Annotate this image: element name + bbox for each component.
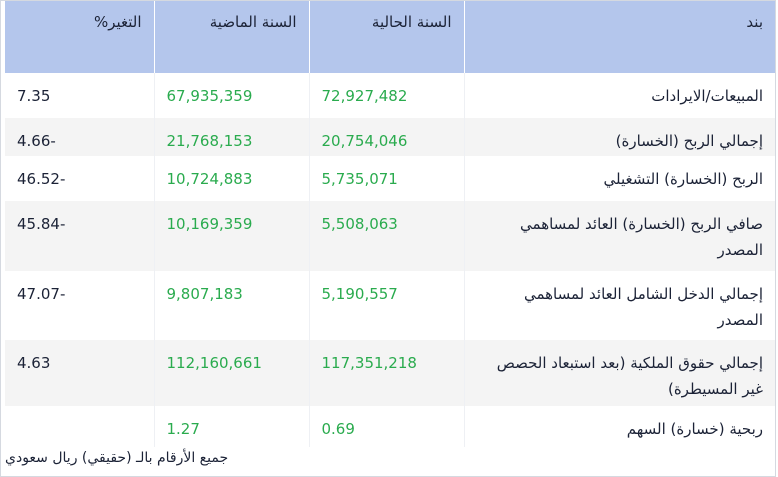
header-change: التغير% — [5, 1, 154, 73]
financial-table: بند السنة الحالية السنة الماضية التغير% … — [5, 1, 775, 447]
row-current-value: 72,927,482 — [308, 73, 464, 118]
table-row: إجمالي الربح (الخسارة) 20,754,046 21,768… — [5, 118, 775, 156]
row-previous-value: 10,169,359 — [153, 201, 309, 271]
row-change-value: 45.84- — [5, 201, 154, 271]
row-change-value: 46.52- — [17, 170, 66, 188]
currency-footnote: جميع الأرقام بالـ (حقيقي) ريال سعودي — [5, 450, 229, 466]
row-previous-value: 67,935,359 — [153, 73, 309, 118]
header-current-year: السنة الحالية — [308, 1, 464, 73]
row-previous-value: 9,807,183 — [153, 271, 309, 340]
row-previous-value: 10,724,883 — [153, 156, 309, 201]
row-item-label: المبيعات/الايرادات — [463, 73, 775, 118]
row-previous-value: 1.27 — [153, 406, 309, 447]
table-row: إجمالي حقوق الملكية (بعد استبعاد الحصص غ… — [5, 340, 775, 406]
table-row: إجمالي الدخل الشامل العائد لمساهمي المصد… — [5, 271, 775, 340]
row-previous-value: 21,768,153 — [153, 118, 309, 156]
table-row: المبيعات/الايرادات 72,927,482 67,935,359… — [5, 73, 775, 118]
row-current-value: 117,351,218 — [308, 340, 464, 406]
row-current-value: 0.69 — [308, 406, 464, 447]
row-previous-value: 112,160,661 — [153, 340, 309, 406]
row-change-value: 47.07- — [17, 285, 66, 303]
row-item-label: ربحية (خسارة) السهم — [463, 406, 775, 447]
row-current-value: 20,754,046 — [308, 118, 464, 156]
header-previous-year: السنة الماضية — [153, 1, 309, 73]
table-header-row: بند السنة الحالية السنة الماضية التغير% — [5, 1, 775, 73]
row-item-label: صافي الربح (الخسارة) العائد لمساهمي المص… — [463, 201, 775, 271]
row-item-label: إجمالي حقوق الملكية (بعد استبعاد الحصص غ… — [463, 340, 775, 406]
row-change-value: 4.66- — [5, 118, 154, 156]
row-current-value: 5,735,071 — [308, 156, 464, 201]
row-change-value: 7.35 — [17, 87, 51, 105]
row-current-value: 5,508,063 — [308, 201, 464, 271]
row-item-label: إجمالي الدخل الشامل العائد لمساهمي المصد… — [463, 271, 775, 340]
table-row: صافي الربح (الخسارة) العائد لمساهمي المص… — [5, 201, 775, 271]
row-item-label: إجمالي الربح (الخسارة) — [463, 118, 775, 156]
row-change-value — [5, 406, 154, 447]
table-row: الربح (الخسارة) التشغيلي 5,735,071 10,72… — [5, 156, 775, 201]
row-current-value: 5,190,557 — [308, 271, 464, 340]
header-item: بند — [463, 1, 775, 73]
row-item-label: الربح (الخسارة) التشغيلي — [463, 156, 775, 201]
row-change-value: 4.63 — [5, 340, 154, 406]
table-row: ربحية (خسارة) السهم 0.69 1.27 — [5, 406, 775, 447]
